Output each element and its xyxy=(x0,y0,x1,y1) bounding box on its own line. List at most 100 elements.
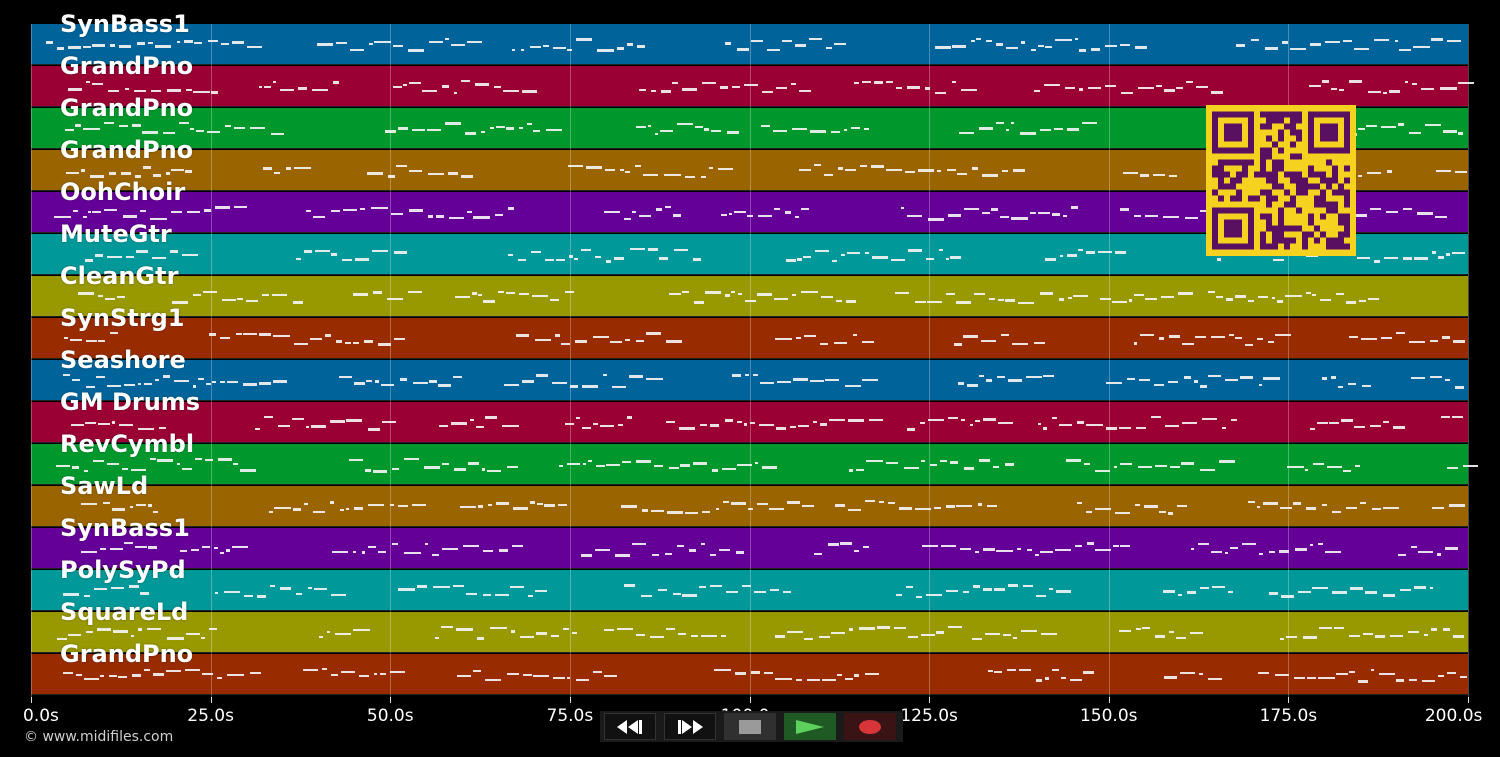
track-lane xyxy=(31,24,1468,65)
note-mark xyxy=(412,382,428,385)
note-mark xyxy=(1040,129,1051,132)
note-mark xyxy=(119,44,132,48)
fast-forward-button[interactable] xyxy=(664,713,716,740)
note-mark xyxy=(1446,252,1450,256)
note-mark xyxy=(1211,585,1225,588)
note-mark xyxy=(1425,123,1441,126)
note-mark xyxy=(726,130,740,134)
note-mark xyxy=(679,426,695,430)
note-mark xyxy=(1073,294,1088,297)
note-mark xyxy=(232,40,244,44)
note-mark xyxy=(1095,549,1111,552)
note-mark xyxy=(701,82,717,85)
note-mark xyxy=(1454,385,1464,389)
note-mark xyxy=(113,630,128,634)
note-mark xyxy=(798,424,809,427)
note-mark xyxy=(408,290,423,293)
note-mark xyxy=(948,417,958,420)
note-mark xyxy=(454,91,458,94)
note-mark xyxy=(820,296,834,299)
note-mark xyxy=(1137,466,1152,469)
note-mark xyxy=(769,588,780,591)
note-mark xyxy=(109,547,123,550)
note-mark xyxy=(885,81,893,84)
note-mark xyxy=(1011,342,1029,345)
note-mark xyxy=(124,384,136,387)
note-mark xyxy=(967,384,978,388)
axis-tick-label: 175.0s xyxy=(1259,706,1318,726)
note-mark xyxy=(1133,293,1144,296)
note-mark xyxy=(895,291,910,294)
note-mark xyxy=(1190,632,1204,635)
note-mark xyxy=(1063,215,1067,218)
note-mark xyxy=(1210,335,1226,338)
note-mark xyxy=(184,40,193,44)
qr-code[interactable] xyxy=(1206,105,1356,256)
axis-tick xyxy=(749,697,751,703)
note-mark xyxy=(1408,679,1417,682)
note-mark xyxy=(631,543,647,546)
note-mark xyxy=(506,466,518,469)
record-button[interactable] xyxy=(844,713,896,740)
note-mark xyxy=(974,419,981,422)
note-mark xyxy=(81,551,97,554)
note-mark xyxy=(448,216,465,219)
note-mark xyxy=(1005,47,1019,50)
note-mark xyxy=(1059,298,1065,302)
note-mark xyxy=(485,416,497,420)
note-mark xyxy=(997,298,1004,301)
play-button[interactable] xyxy=(784,713,836,740)
note-mark xyxy=(319,635,323,638)
note-mark xyxy=(1042,426,1047,430)
note-mark xyxy=(774,678,792,681)
note-mark xyxy=(96,627,112,631)
note-mark xyxy=(1305,507,1316,511)
track-lane xyxy=(31,318,1468,359)
gridline xyxy=(1108,24,1110,697)
note-mark xyxy=(1381,336,1393,339)
note-mark xyxy=(1359,502,1367,505)
note-mark xyxy=(1054,549,1071,552)
note-mark xyxy=(1417,211,1433,215)
note-mark xyxy=(1329,422,1339,425)
note-mark xyxy=(311,88,329,91)
note-mark xyxy=(378,343,391,347)
note-mark xyxy=(1268,591,1278,595)
note-mark xyxy=(962,335,979,339)
note-mark xyxy=(870,165,885,169)
note-mark xyxy=(1280,637,1285,640)
note-mark xyxy=(306,209,312,212)
note-mark xyxy=(220,43,229,46)
note-mark xyxy=(293,167,311,170)
note-mark xyxy=(1168,335,1180,339)
note-mark xyxy=(220,552,225,555)
note-mark xyxy=(795,678,803,681)
note-mark xyxy=(709,553,717,556)
note-mark xyxy=(861,378,879,381)
note-mark xyxy=(852,333,858,336)
note-mark xyxy=(133,89,146,92)
rewind-button[interactable] xyxy=(604,713,656,740)
note-mark xyxy=(1140,173,1150,177)
note-mark xyxy=(1145,297,1158,300)
stop-button[interactable] xyxy=(724,713,776,740)
note-mark xyxy=(1319,298,1331,301)
note-mark xyxy=(1346,301,1356,305)
note-mark xyxy=(153,511,158,514)
note-mark xyxy=(1169,631,1175,634)
note-mark xyxy=(1258,553,1263,556)
note-mark xyxy=(776,380,792,383)
note-mark xyxy=(185,633,200,636)
note-mark xyxy=(1224,379,1238,382)
note-mark xyxy=(412,129,425,132)
note-mark xyxy=(636,460,652,464)
note-mark xyxy=(1347,383,1357,386)
axis-tick-label: 150.0s xyxy=(1079,706,1138,726)
note-mark xyxy=(336,340,342,344)
note-mark xyxy=(393,45,403,48)
track-lane xyxy=(31,612,1468,653)
note-mark xyxy=(223,590,240,593)
note-mark xyxy=(981,212,990,215)
note-mark xyxy=(122,214,137,218)
note-mark xyxy=(1026,548,1033,551)
